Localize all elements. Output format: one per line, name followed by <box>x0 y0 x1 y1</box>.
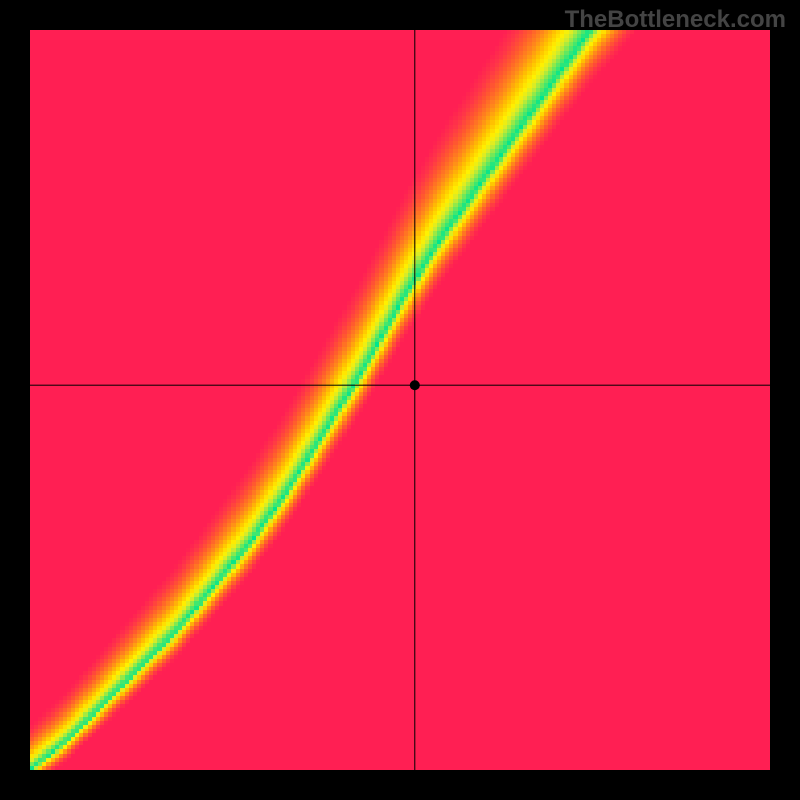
chart-container: TheBottleneck.com <box>0 0 800 800</box>
watermark-text: TheBottleneck.com <box>565 6 786 34</box>
heatmap-canvas <box>0 0 800 800</box>
